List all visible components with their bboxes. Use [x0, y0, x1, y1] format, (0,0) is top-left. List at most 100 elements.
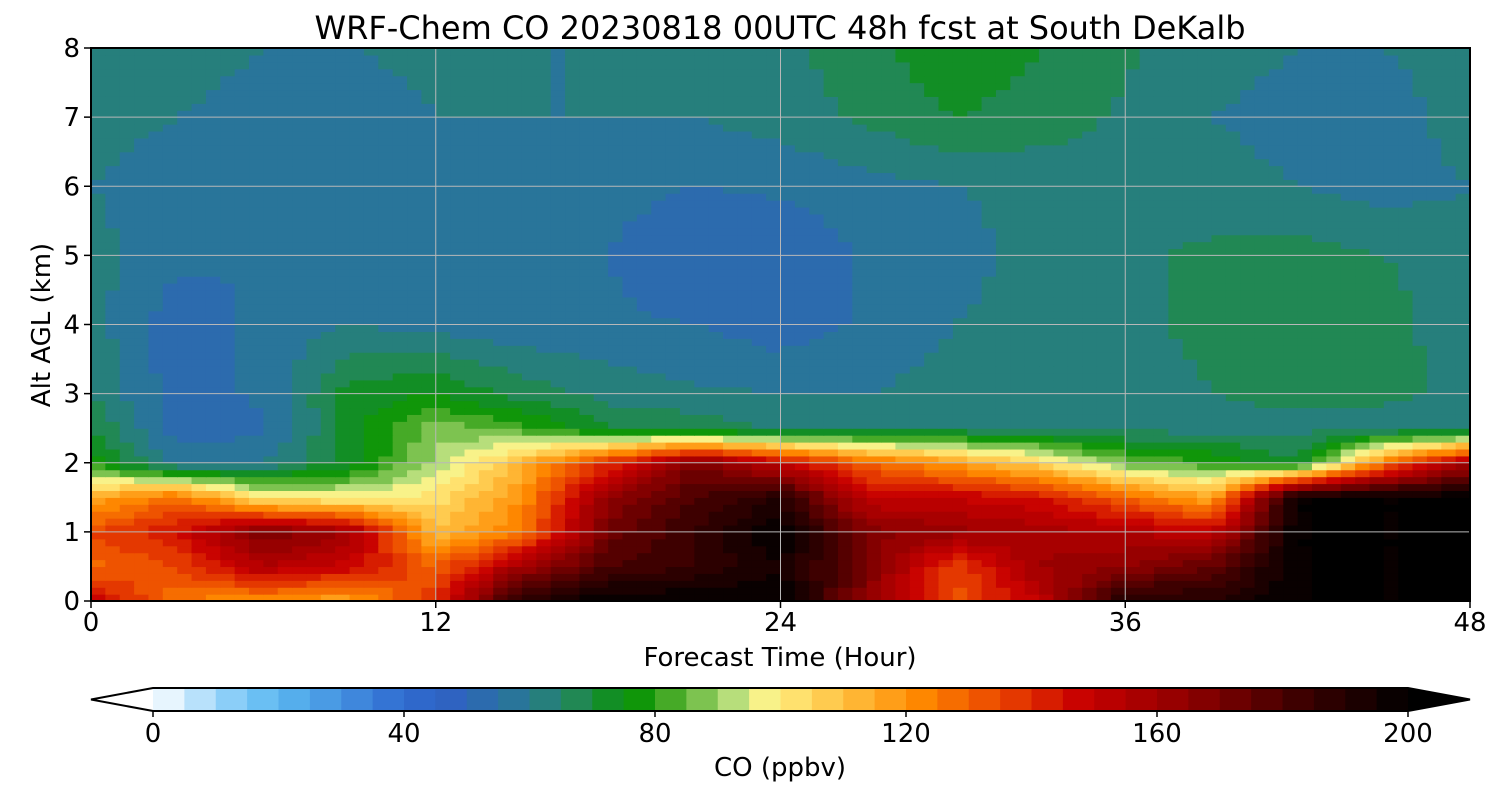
heatmap-cell — [177, 580, 193, 588]
heatmap-cell — [306, 393, 322, 402]
heatmap-cell — [981, 518, 997, 526]
heatmap-cell — [1182, 504, 1198, 512]
heatmap-cell — [1326, 580, 1342, 588]
heatmap-cell — [694, 545, 710, 554]
heatmap-cell — [1197, 379, 1213, 388]
heatmap-cell — [249, 455, 264, 464]
heatmap-cell — [205, 476, 221, 485]
heatmap-cell — [1125, 303, 1141, 312]
heatmap-cell — [1369, 365, 1385, 374]
heatmap-cell — [708, 538, 724, 547]
heatmap-cell — [1383, 448, 1399, 457]
heatmap-cell — [1182, 511, 1198, 519]
heatmap-cell — [766, 538, 782, 547]
heatmap-cell — [335, 490, 351, 498]
heatmap-cell — [1082, 310, 1098, 319]
heatmap-cell — [306, 400, 322, 409]
heatmap-cell — [1182, 414, 1198, 422]
heatmap-cell — [1182, 352, 1198, 360]
heatmap-cell — [1326, 317, 1342, 326]
heatmap-cell — [407, 428, 422, 436]
heatmap-cell — [967, 241, 983, 250]
heatmap-cell — [665, 365, 681, 374]
heatmap-cell — [1283, 303, 1299, 312]
heatmap-cell — [205, 448, 221, 457]
heatmap-cell — [1441, 248, 1457, 256]
heatmap-cell — [1326, 352, 1342, 360]
heatmap-cell — [234, 345, 250, 353]
heatmap-cell — [909, 386, 925, 395]
heatmap-cell — [536, 497, 552, 505]
heatmap-cell — [435, 476, 451, 485]
heatmap-cell — [679, 497, 695, 505]
heatmap-cell — [1053, 566, 1069, 574]
heatmap-cell — [1153, 310, 1169, 319]
heatmap-cell — [1225, 393, 1241, 402]
heatmap-cell — [895, 559, 911, 568]
heatmap-cell — [1326, 359, 1342, 367]
heatmap-cell — [1225, 352, 1241, 360]
heatmap-cell — [378, 303, 394, 312]
heatmap-cell — [536, 276, 552, 284]
heatmap-cell — [981, 435, 997, 443]
heatmap-cell — [794, 421, 810, 429]
heatmap-cell — [636, 296, 652, 305]
heatmap-cell — [1355, 372, 1371, 381]
heatmap-cell — [1369, 359, 1385, 367]
heatmap-cell — [1110, 310, 1126, 319]
heatmap-cell — [1254, 303, 1270, 312]
heatmap-cell — [363, 289, 379, 298]
heatmap-cell — [1311, 365, 1327, 374]
heatmap-cell — [1283, 476, 1299, 485]
heatmap-cell — [794, 524, 810, 533]
heatmap-cell — [881, 552, 897, 561]
heatmap-cell — [249, 462, 264, 471]
heatmap-cell — [1139, 428, 1155, 436]
heatmap-cell — [205, 393, 221, 402]
heatmap-cell — [1455, 310, 1471, 319]
heatmap-cell — [1426, 345, 1442, 353]
heatmap-cell — [794, 317, 810, 326]
heatmap-cell — [148, 497, 164, 505]
heatmap-cell — [1369, 573, 1385, 581]
heatmap-cell — [1311, 469, 1327, 478]
heatmap-cell — [694, 490, 710, 498]
heatmap-cell — [119, 448, 135, 457]
heatmap-cell — [1283, 276, 1299, 284]
heatmap-cell — [751, 490, 767, 498]
heatmap-cell — [679, 414, 695, 422]
heatmap-cell — [421, 531, 437, 540]
heatmap-cell — [1197, 538, 1213, 547]
heatmap-cell — [780, 552, 796, 561]
heatmap-cell — [995, 552, 1011, 561]
heatmap-cell — [1297, 469, 1313, 478]
heatmap-cell — [177, 331, 193, 339]
heatmap-cell — [981, 462, 997, 471]
heatmap-cell — [435, 573, 451, 581]
heatmap-cell — [636, 303, 652, 312]
heatmap-cell — [105, 393, 121, 402]
heatmap-cell — [866, 490, 882, 498]
heatmap-cell — [464, 317, 480, 326]
heatmap-cell — [493, 524, 509, 533]
heatmap-cell — [565, 580, 580, 588]
heatmap-cell — [378, 255, 394, 263]
heatmap-cell — [335, 338, 351, 346]
heatmap-cell — [363, 269, 379, 277]
heatmap-cell — [421, 559, 437, 568]
heatmap-cell — [636, 393, 652, 402]
heatmap-cell — [521, 352, 537, 360]
heatmap-cell — [220, 594, 236, 602]
heatmap-cell — [119, 469, 135, 478]
heatmap-cell — [306, 580, 322, 588]
heatmap-cell — [1139, 331, 1155, 339]
heatmap-cell — [608, 559, 624, 568]
heatmap-cell — [507, 331, 523, 339]
heatmap-cell — [191, 276, 207, 284]
heatmap-cell — [550, 580, 566, 588]
heatmap-cell — [1426, 469, 1442, 478]
heatmap-cell — [1340, 283, 1356, 291]
heatmap-cell — [421, 524, 437, 533]
heatmap-cell — [1225, 276, 1241, 284]
heatmap-cell — [493, 276, 509, 284]
